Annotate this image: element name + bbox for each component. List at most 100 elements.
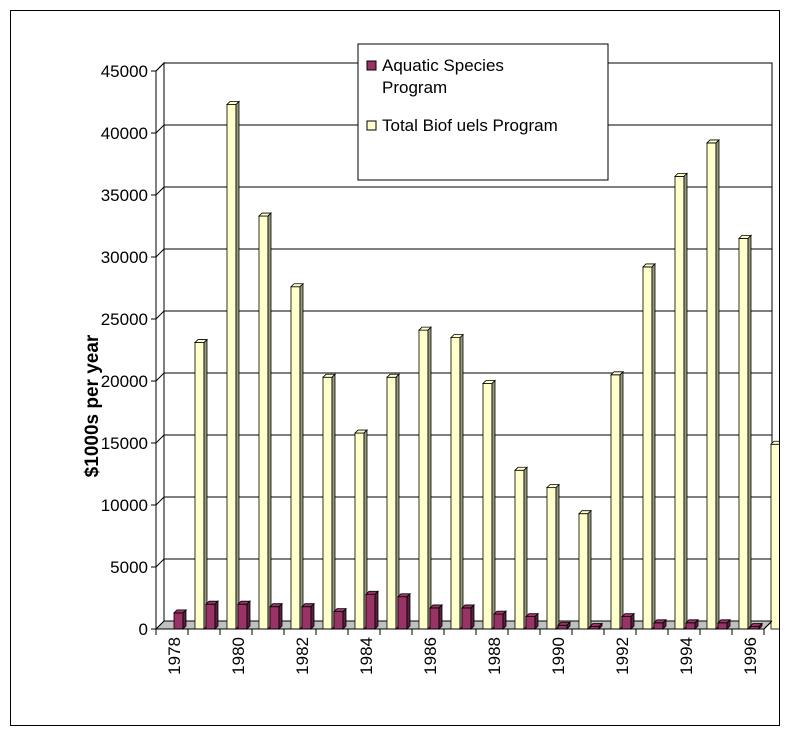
x-tick-label: 1982: [293, 637, 312, 675]
bar-total: [322, 373, 336, 630]
bar-aquatic-front: [653, 622, 664, 630]
bar-aquatic-side: [342, 607, 347, 630]
bar-total-side: [587, 509, 592, 630]
x-tick-label: 1986: [421, 637, 440, 675]
bar-aquatic-side: [598, 622, 603, 630]
gridline-diagonal: [155, 372, 165, 382]
gridline-diagonal: [155, 62, 165, 72]
bar-total-side: [523, 466, 528, 630]
bar-aquatic-side: [182, 608, 187, 630]
bar-aquatic: [685, 618, 699, 630]
bar-aquatic-side: [630, 612, 635, 630]
bar-aquatic-front: [333, 611, 344, 630]
bar-total-side: [747, 234, 752, 630]
bar-total: [578, 509, 592, 630]
bar-total-front: [194, 342, 205, 630]
bar-aquatic-front: [237, 603, 248, 630]
bar-total-front: [450, 337, 461, 630]
legend-entry-label: Program: [382, 78, 447, 97]
bar-total-front: [418, 329, 429, 630]
bar-aquatic-side: [374, 590, 379, 630]
bar-total-front: [546, 487, 557, 630]
bar-aquatic-side: [566, 621, 571, 630]
legend-entry-label: Aquatic Species: [382, 56, 504, 75]
x-tick-label: 1990: [549, 637, 568, 675]
chart-frame: 0 5000 10000 15000 20000 25000 30000 35000 40000…: [10, 10, 780, 726]
bar-total-front: [738, 237, 749, 630]
bar-aquatic-front: [173, 612, 184, 630]
x-tick-label: 1978: [165, 637, 184, 675]
bar-total: [738, 234, 752, 630]
bar-aquatic: [461, 603, 475, 630]
bar-total-front: [578, 513, 589, 630]
bar-total: [418, 326, 432, 630]
y-tick-label: 5000: [110, 558, 148, 577]
bar-aquatic-front: [621, 616, 632, 630]
bar-total: [354, 429, 368, 630]
x-tick-label: 1992: [613, 637, 632, 675]
bar-aquatic: [237, 600, 251, 630]
bar-aquatic-side: [502, 610, 507, 630]
bar-total: [482, 379, 496, 630]
bar-total-front: [642, 266, 653, 630]
bar-aquatic-front: [685, 622, 696, 630]
bar-aquatic-front: [365, 593, 376, 630]
y-tick-label: 45000: [101, 62, 148, 81]
bar-aquatic-side: [726, 618, 731, 630]
bar-total: [514, 466, 528, 630]
bars: [173, 100, 779, 630]
bar-total-side: [683, 172, 688, 630]
x-axis-corner: [763, 620, 773, 630]
bar-total-top: [770, 440, 779, 445]
y-tick-label: 15000: [101, 434, 148, 453]
x-tick-label: 1988: [485, 637, 504, 675]
y-tick-label: 35000: [101, 186, 148, 205]
x-tick-label: 1980: [229, 637, 248, 675]
bar-total-front: [514, 469, 525, 630]
y-axis-ticks: 0 5000 10000 15000 20000 25000 30000 35000 40000…: [101, 62, 157, 639]
bar-total: [674, 172, 688, 630]
gridline-diagonal: [155, 310, 165, 320]
bar-total-front: [354, 432, 365, 630]
bar-aquatic-front: [493, 613, 504, 630]
bar-aquatic-side: [758, 622, 763, 630]
bar-total-side: [459, 333, 464, 630]
bar-total: [386, 373, 400, 630]
bar-total: [642, 262, 656, 630]
bar-aquatic-side: [534, 612, 539, 630]
bar-aquatic-front: [301, 606, 312, 630]
bar-total-front: [706, 142, 717, 630]
bar-aquatic-side: [662, 618, 667, 630]
bar-total-front: [226, 104, 237, 630]
bar-aquatic-side: [438, 603, 443, 630]
bar-total-front: [322, 376, 333, 630]
legend-entry-label: Total Biof uels Program: [382, 116, 558, 135]
y-tick-label: 20000: [101, 372, 148, 391]
legend-box: [357, 43, 609, 181]
bar-total: [226, 100, 240, 630]
x-tick-label: 1994: [677, 637, 696, 675]
bar-total-side: [715, 138, 720, 630]
bar-total-front: [386, 376, 397, 630]
bar-aquatic-front: [461, 607, 472, 630]
bar-total-side: [491, 379, 496, 630]
bar-aquatic: [557, 621, 571, 630]
legend-swatch: [366, 120, 377, 131]
gridline-diagonal: [155, 558, 165, 568]
bar-total-side: [235, 100, 240, 630]
bar-aquatic: [333, 607, 347, 630]
bar-total: [194, 338, 208, 630]
bar-total: [770, 440, 779, 630]
bar-aquatic-front: [525, 616, 536, 630]
gridline-diagonal: [155, 186, 165, 196]
bar-total: [450, 333, 464, 630]
bar-aquatic: [653, 618, 667, 630]
y-tick-label: 30000: [101, 248, 148, 267]
bar-aquatic: [429, 603, 443, 630]
bar-aquatic-front: [429, 607, 440, 630]
y-tick-label: 25000: [101, 310, 148, 329]
bar-aquatic: [365, 590, 379, 630]
side-wall: [155, 61, 165, 631]
bar-total-side: [299, 282, 304, 630]
bar-aquatic: [493, 610, 507, 630]
